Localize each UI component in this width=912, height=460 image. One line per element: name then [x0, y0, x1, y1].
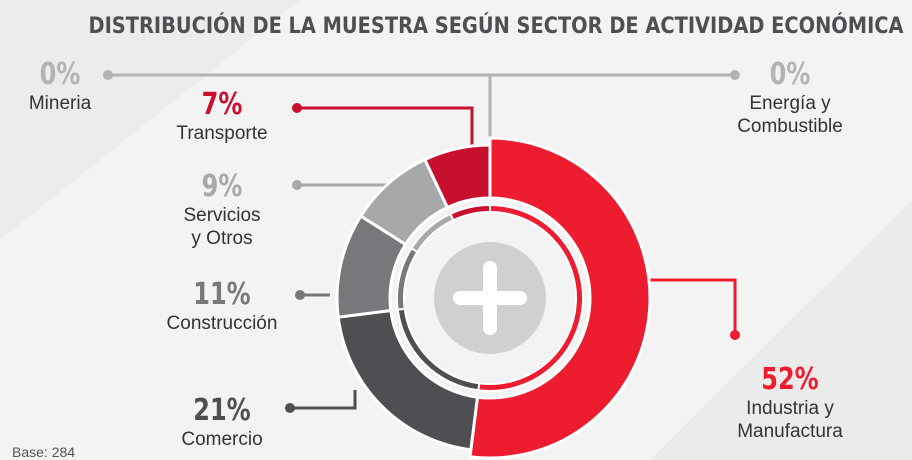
base-note: Base: 284: [12, 444, 76, 460]
chart-title: DISTRIBUCIÓN DE LA MUESTRA SEGÚN SECTOR …: [89, 13, 904, 39]
category-label: Construcción: [166, 313, 278, 334]
value-label: 0%: [769, 57, 811, 92]
leader-dots: [103, 70, 740, 413]
category-label: Energía y Combustible: [737, 93, 843, 137]
category-label: Servicios y Otros: [183, 205, 261, 249]
category-label: Industria y Manufactura: [737, 398, 843, 442]
category-label: Comercio: [181, 429, 263, 450]
plus-icon: [453, 261, 527, 335]
leader-lines: [108, 73, 737, 410]
value-label: 52%: [761, 362, 819, 397]
background-shape: [650, 200, 912, 460]
category-label: Transporte: [176, 123, 268, 144]
background-shape: [0, 0, 300, 240]
slice: [468, 136, 652, 460]
value-label: 7%: [201, 87, 243, 122]
value-label: 21%: [193, 393, 251, 428]
inner-ring: [449, 203, 491, 222]
value-label: 9%: [201, 169, 243, 204]
value-label: 11%: [193, 277, 251, 312]
category-label: Mineria: [28, 93, 92, 114]
value-label: 0%: [39, 57, 81, 92]
